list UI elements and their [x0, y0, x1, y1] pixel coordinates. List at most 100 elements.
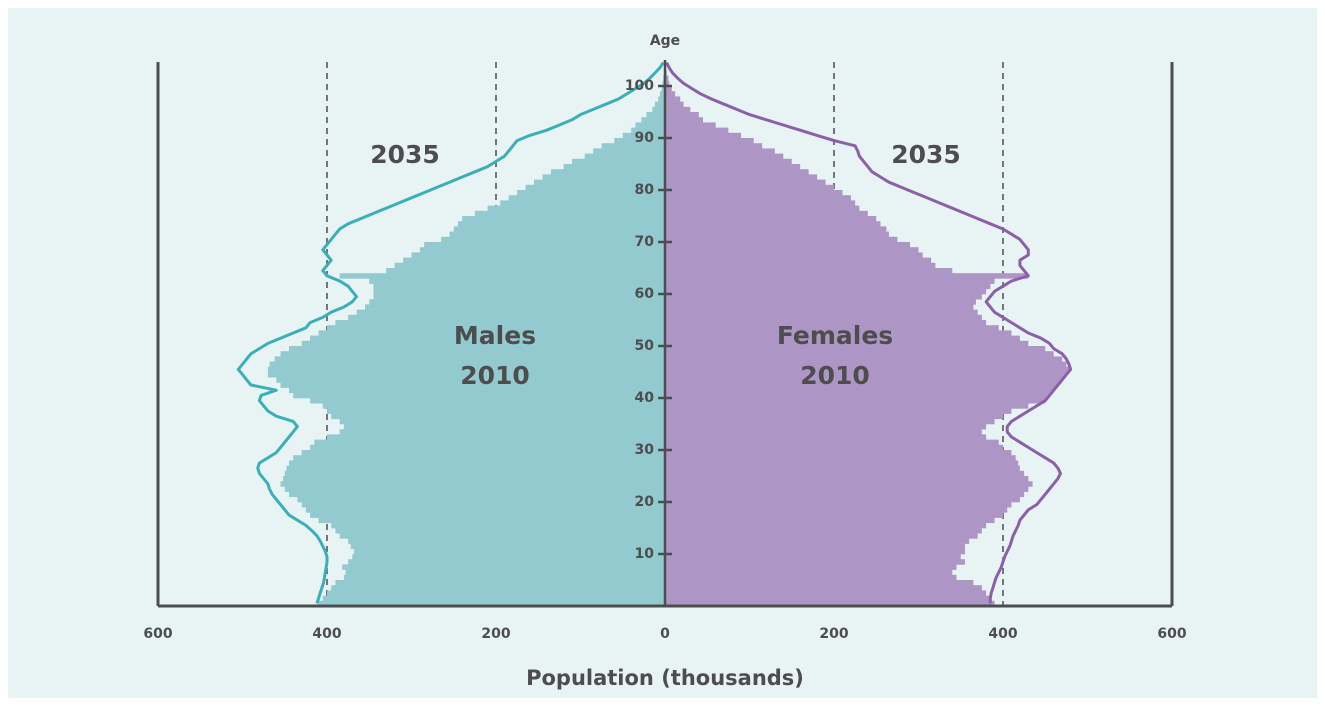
- y-tick-label: 10: [635, 546, 655, 562]
- bar: [665, 522, 987, 529]
- bar: [665, 169, 809, 175]
- bar: [665, 538, 970, 544]
- x-tick-label: 400: [988, 626, 1017, 642]
- bar: [646, 112, 665, 118]
- bar: [665, 247, 919, 253]
- bar: [665, 86, 672, 92]
- bar: [327, 590, 665, 596]
- bar: [339, 429, 665, 435]
- bar: [665, 96, 681, 102]
- x-tick-label: 600: [1157, 626, 1186, 642]
- bar: [348, 559, 665, 565]
- bar: [665, 554, 961, 560]
- bar: [424, 242, 665, 248]
- bar: [365, 304, 665, 310]
- bar: [343, 574, 665, 581]
- annotation: 2010: [800, 361, 870, 390]
- y-tick-label: 40: [635, 390, 655, 406]
- bar: [665, 424, 987, 430]
- bar: [462, 216, 665, 222]
- x-tick-label: 200: [481, 626, 510, 642]
- bar: [665, 398, 1046, 404]
- bar: [622, 132, 665, 139]
- bar: [373, 288, 665, 295]
- bar: [665, 460, 1019, 466]
- bar: [284, 486, 665, 492]
- bar: [665, 387, 1054, 394]
- bar: [369, 299, 665, 305]
- bar: [665, 585, 982, 591]
- bar: [301, 450, 665, 456]
- bar: [441, 236, 665, 243]
- bar: [665, 127, 729, 134]
- bar: [665, 450, 1012, 456]
- bar: [665, 262, 936, 269]
- bar: [665, 112, 699, 118]
- bar: [665, 80, 670, 87]
- bar: [318, 517, 665, 524]
- bar: [411, 252, 665, 258]
- annotation: Females: [777, 321, 893, 350]
- bar: [665, 226, 887, 232]
- bar: [327, 408, 665, 414]
- bar: [665, 294, 982, 300]
- bar: [665, 216, 877, 222]
- bar: [665, 195, 851, 201]
- bar: [288, 491, 665, 498]
- bar: [572, 158, 665, 165]
- bar: [394, 262, 665, 269]
- bar: [500, 200, 665, 206]
- bar: [665, 325, 999, 331]
- annotation: 2010: [460, 361, 530, 390]
- bar: [665, 257, 932, 264]
- bar: [641, 117, 665, 123]
- bar: [665, 252, 923, 258]
- bar: [665, 559, 965, 565]
- bar: [267, 366, 665, 373]
- bar: [593, 148, 665, 154]
- y-tick-label: 80: [635, 182, 655, 198]
- bar: [665, 569, 953, 576]
- y-tick-label: 90: [635, 130, 655, 146]
- bar: [322, 403, 665, 409]
- bar: [284, 470, 665, 477]
- bar: [665, 580, 974, 586]
- bar: [457, 221, 665, 227]
- bar: [286, 465, 665, 472]
- bar: [310, 512, 665, 518]
- bar: [635, 122, 665, 128]
- bar: [301, 340, 665, 347]
- bar: [665, 158, 792, 165]
- bar: [276, 377, 665, 383]
- bar: [659, 91, 665, 97]
- bar: [269, 361, 665, 368]
- bar: [665, 205, 860, 212]
- bar: [665, 403, 1029, 409]
- bar: [665, 486, 1029, 492]
- bar: [665, 153, 784, 160]
- bar: [339, 533, 665, 539]
- bar: [550, 169, 665, 175]
- bar: [665, 200, 856, 206]
- bar: [665, 138, 754, 144]
- bar: [665, 164, 801, 170]
- bar: [403, 257, 665, 264]
- bar: [525, 184, 665, 191]
- bar: [348, 314, 665, 321]
- bar: [310, 398, 665, 404]
- y-tick-label: 20: [635, 494, 655, 510]
- bar: [665, 231, 889, 238]
- bar: [665, 91, 676, 97]
- bar: [331, 585, 665, 591]
- bar: [327, 434, 665, 440]
- bar: [665, 528, 982, 534]
- bar: [665, 117, 704, 123]
- bar: [665, 273, 1029, 279]
- bar: [293, 392, 665, 399]
- bar: [318, 600, 665, 607]
- bar: [419, 247, 665, 253]
- bar: [280, 382, 665, 388]
- bar: [665, 366, 1069, 373]
- bar: [339, 273, 665, 279]
